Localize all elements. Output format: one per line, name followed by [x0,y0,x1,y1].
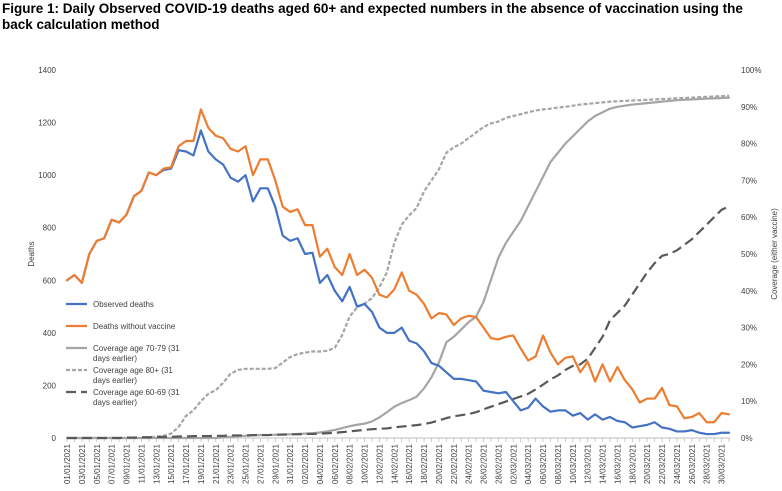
y-tick-label: 400 [43,329,57,338]
x-tick-label: 22/02/2021 [450,443,459,484]
x-tick-label: 09/01/2021 [123,443,132,484]
x-tick-label: 10/02/2021 [361,443,370,484]
y-tick-label: 200 [43,381,57,390]
x-tick-label: 13/01/2021 [152,443,161,484]
x-tick-label: 14/03/2021 [599,443,608,484]
y-tick-label: 1000 [38,171,56,180]
x-tick-label: 22/03/2021 [658,443,667,484]
y2-tick-label: 20% [741,360,757,369]
series-line-2 [65,96,731,440]
x-tick-label: 07/01/2021 [108,443,117,484]
y2-tick-label: 70% [741,176,757,185]
x-tick-label: 23/01/2021 [227,443,236,484]
y2-tick-label: 50% [741,250,757,259]
x-tick-label: 20/03/2021 [643,443,652,484]
legend-label-0: Observed deaths [93,300,154,309]
y2-tick-label: 60% [741,213,757,222]
y2-tick-label: 10% [741,397,757,406]
y2-tick-label: 80% [741,140,757,149]
series-line-3 [67,94,730,440]
x-tick-label: 11/01/2021 [137,443,146,483]
legend-label-1: Deaths without vaccine [93,322,176,331]
x-tick-label: 30/03/2021 [718,443,727,484]
x-tick-label: 10/03/2021 [569,443,578,484]
x-tick-label: 12/02/2021 [375,443,384,484]
x-tick-label: 12/03/2021 [584,443,593,484]
y2-tick-label: 100% [741,66,761,75]
x-tick-label: 31/01/2021 [286,443,295,484]
y-tick-label: 1400 [38,66,56,75]
series-line-0 [65,129,731,436]
x-tick-label: 25/01/2021 [242,443,251,484]
x-tick-label: 01/01/2021 [63,443,72,484]
y-axis-title: Deaths [27,241,36,266]
legend-label-4: days earlier) [93,398,137,407]
x-tick-label: 27/01/2021 [256,443,265,484]
chart-legend: Observed deaths Deaths without vaccine Cov… [66,300,180,407]
x-tick-label: 02/03/2021 [509,443,518,484]
legend-label-2: Coverage age 70-79 (31 [93,344,180,353]
x-tick-label: 16/03/2021 [613,443,622,484]
x-tick-label: 28/03/2021 [703,443,712,484]
x-tick-label: 08/02/2021 [346,443,355,484]
x-tick-label: 18/03/2021 [628,443,637,484]
x-tick-label: 02/02/2021 [301,443,310,484]
y-tick-label: 0 [52,434,57,443]
y-tick-label: 1200 [38,119,56,128]
x-tick-label: 15/01/2021 [167,443,176,484]
x-tick-label: 06/03/2021 [539,443,548,484]
y2-tick-label: 90% [741,103,757,112]
legend-label-4: Coverage age 60-69 (31 [93,388,180,397]
series-line-4 [67,205,730,440]
legend-label-3: Coverage age 80+ (31 [93,366,173,375]
chart-series [65,94,731,440]
x-tick-label: 26/03/2021 [688,443,697,484]
chart-axes: 0 200 400 600 800 1000 1200 1400 0% 10% 20% 30% 40% 5… [27,66,779,484]
x-tick-label: 24/03/2021 [673,443,682,484]
x-tick-label: 18/02/2021 [420,443,429,484]
y-tick-label: 600 [43,276,57,285]
legend-label-3: days earlier) [93,376,137,385]
x-tick-label: 16/02/2021 [405,443,414,484]
y2-tick-label: 40% [741,287,757,296]
x-tick-label: 24/02/2021 [465,443,474,484]
y-tick-label: 800 [43,224,57,233]
x-tick-label: 08/03/2021 [554,443,563,484]
series-line-1 [65,108,731,424]
x-tick-label: 04/02/2021 [316,443,325,484]
x-tick-label: 19/01/2021 [197,443,206,484]
y2-axis-title: Coverage (either vaccine) [770,208,779,300]
x-tick-label: 29/01/2021 [271,443,280,484]
legend-label-2: days earlier) [93,354,137,363]
x-tick-label: 04/03/2021 [524,443,533,484]
x-tick-label: 28/02/2021 [494,443,503,484]
x-tick-label: 20/02/2021 [435,443,444,484]
x-tick-label: 05/01/2021 [93,443,102,484]
x-tick-label: 17/01/2021 [182,443,191,484]
x-tick-label: 03/01/2021 [78,443,87,484]
x-tick-label: 06/02/2021 [331,443,340,484]
x-tick-label: 14/02/2021 [390,443,399,484]
x-tick-label: 26/02/2021 [480,443,489,484]
x-tick-label: 21/01/2021 [212,443,221,484]
y2-tick-label: 0% [741,434,753,443]
figure-title: Figure 1: Daily Observed COVID-19 deaths… [2,1,743,32]
y2-tick-label: 30% [741,324,757,333]
